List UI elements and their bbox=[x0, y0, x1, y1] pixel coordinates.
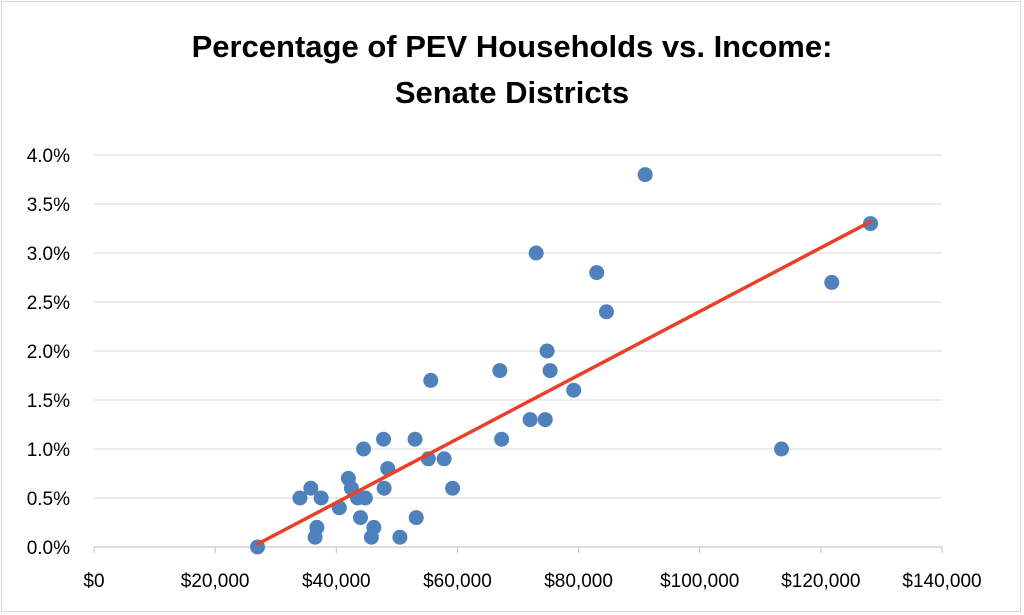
chart-title-line2: Senate Districts bbox=[394, 75, 630, 110]
data-point bbox=[494, 431, 510, 447]
y-tick-label: 0.5% bbox=[27, 489, 70, 510]
data-point bbox=[492, 363, 508, 379]
y-tick-label: 1.5% bbox=[27, 391, 70, 412]
data-point bbox=[542, 363, 558, 379]
y-tick-label: 4.0% bbox=[27, 146, 70, 167]
data-point bbox=[356, 441, 372, 457]
y-tick-label: 3.5% bbox=[27, 195, 70, 216]
data-point bbox=[528, 245, 544, 261]
data-point bbox=[589, 265, 605, 281]
trendline-group bbox=[255, 219, 873, 546]
y-tick-label: 0.0% bbox=[27, 538, 70, 559]
data-point bbox=[303, 480, 319, 496]
data-point bbox=[637, 167, 653, 183]
y-tick-label: 1.0% bbox=[27, 440, 70, 461]
data-points bbox=[250, 167, 879, 555]
trendline bbox=[255, 219, 873, 546]
y-tick-label: 2.0% bbox=[27, 342, 70, 363]
data-point bbox=[445, 480, 461, 496]
x-axis-ticks: $0 $20,000 $40,000 $60,000 $80,000 $100,000 $1… bbox=[83, 547, 982, 592]
x-tick-label: $60,000 bbox=[423, 571, 492, 592]
gridlines bbox=[94, 154, 942, 499]
data-point bbox=[522, 412, 538, 428]
x-tick-label: $80,000 bbox=[544, 571, 613, 592]
data-point bbox=[566, 382, 582, 398]
data-point bbox=[366, 519, 382, 535]
data-point bbox=[598, 304, 614, 320]
data-point bbox=[824, 274, 840, 290]
y-tick-label: 2.5% bbox=[27, 293, 70, 314]
data-point bbox=[773, 441, 789, 457]
x-tick-label: $20,000 bbox=[181, 571, 250, 592]
data-point bbox=[376, 431, 392, 447]
y-axis-ticks: 0.0% 0.5% 1.0% 1.5% 2.0% 2.5% 3.0% 3.5% 4.0% bbox=[27, 146, 70, 559]
data-point bbox=[407, 431, 423, 447]
data-point bbox=[537, 412, 553, 428]
data-point bbox=[376, 480, 392, 496]
x-tick-label: $100,000 bbox=[660, 571, 739, 592]
x-tick-label: $140,000 bbox=[902, 571, 981, 592]
data-point bbox=[408, 510, 424, 526]
data-point bbox=[353, 510, 369, 526]
data-point bbox=[436, 451, 452, 467]
x-tick-label: $40,000 bbox=[302, 571, 371, 592]
chart-title-line1: Percentage of PEV Households vs. Income: bbox=[191, 29, 833, 64]
data-point bbox=[309, 519, 325, 535]
data-point bbox=[539, 343, 555, 359]
data-point bbox=[423, 372, 439, 388]
data-point bbox=[313, 490, 329, 506]
x-tick-label: $0 bbox=[83, 571, 104, 592]
data-point bbox=[357, 490, 373, 506]
data-point bbox=[392, 529, 408, 545]
data-point bbox=[292, 490, 308, 506]
chart-title: Percentage of PEV Households vs. Income:… bbox=[0, 24, 1024, 116]
x-tick-label: $120,000 bbox=[781, 571, 860, 592]
y-tick-label: 3.0% bbox=[27, 244, 70, 265]
